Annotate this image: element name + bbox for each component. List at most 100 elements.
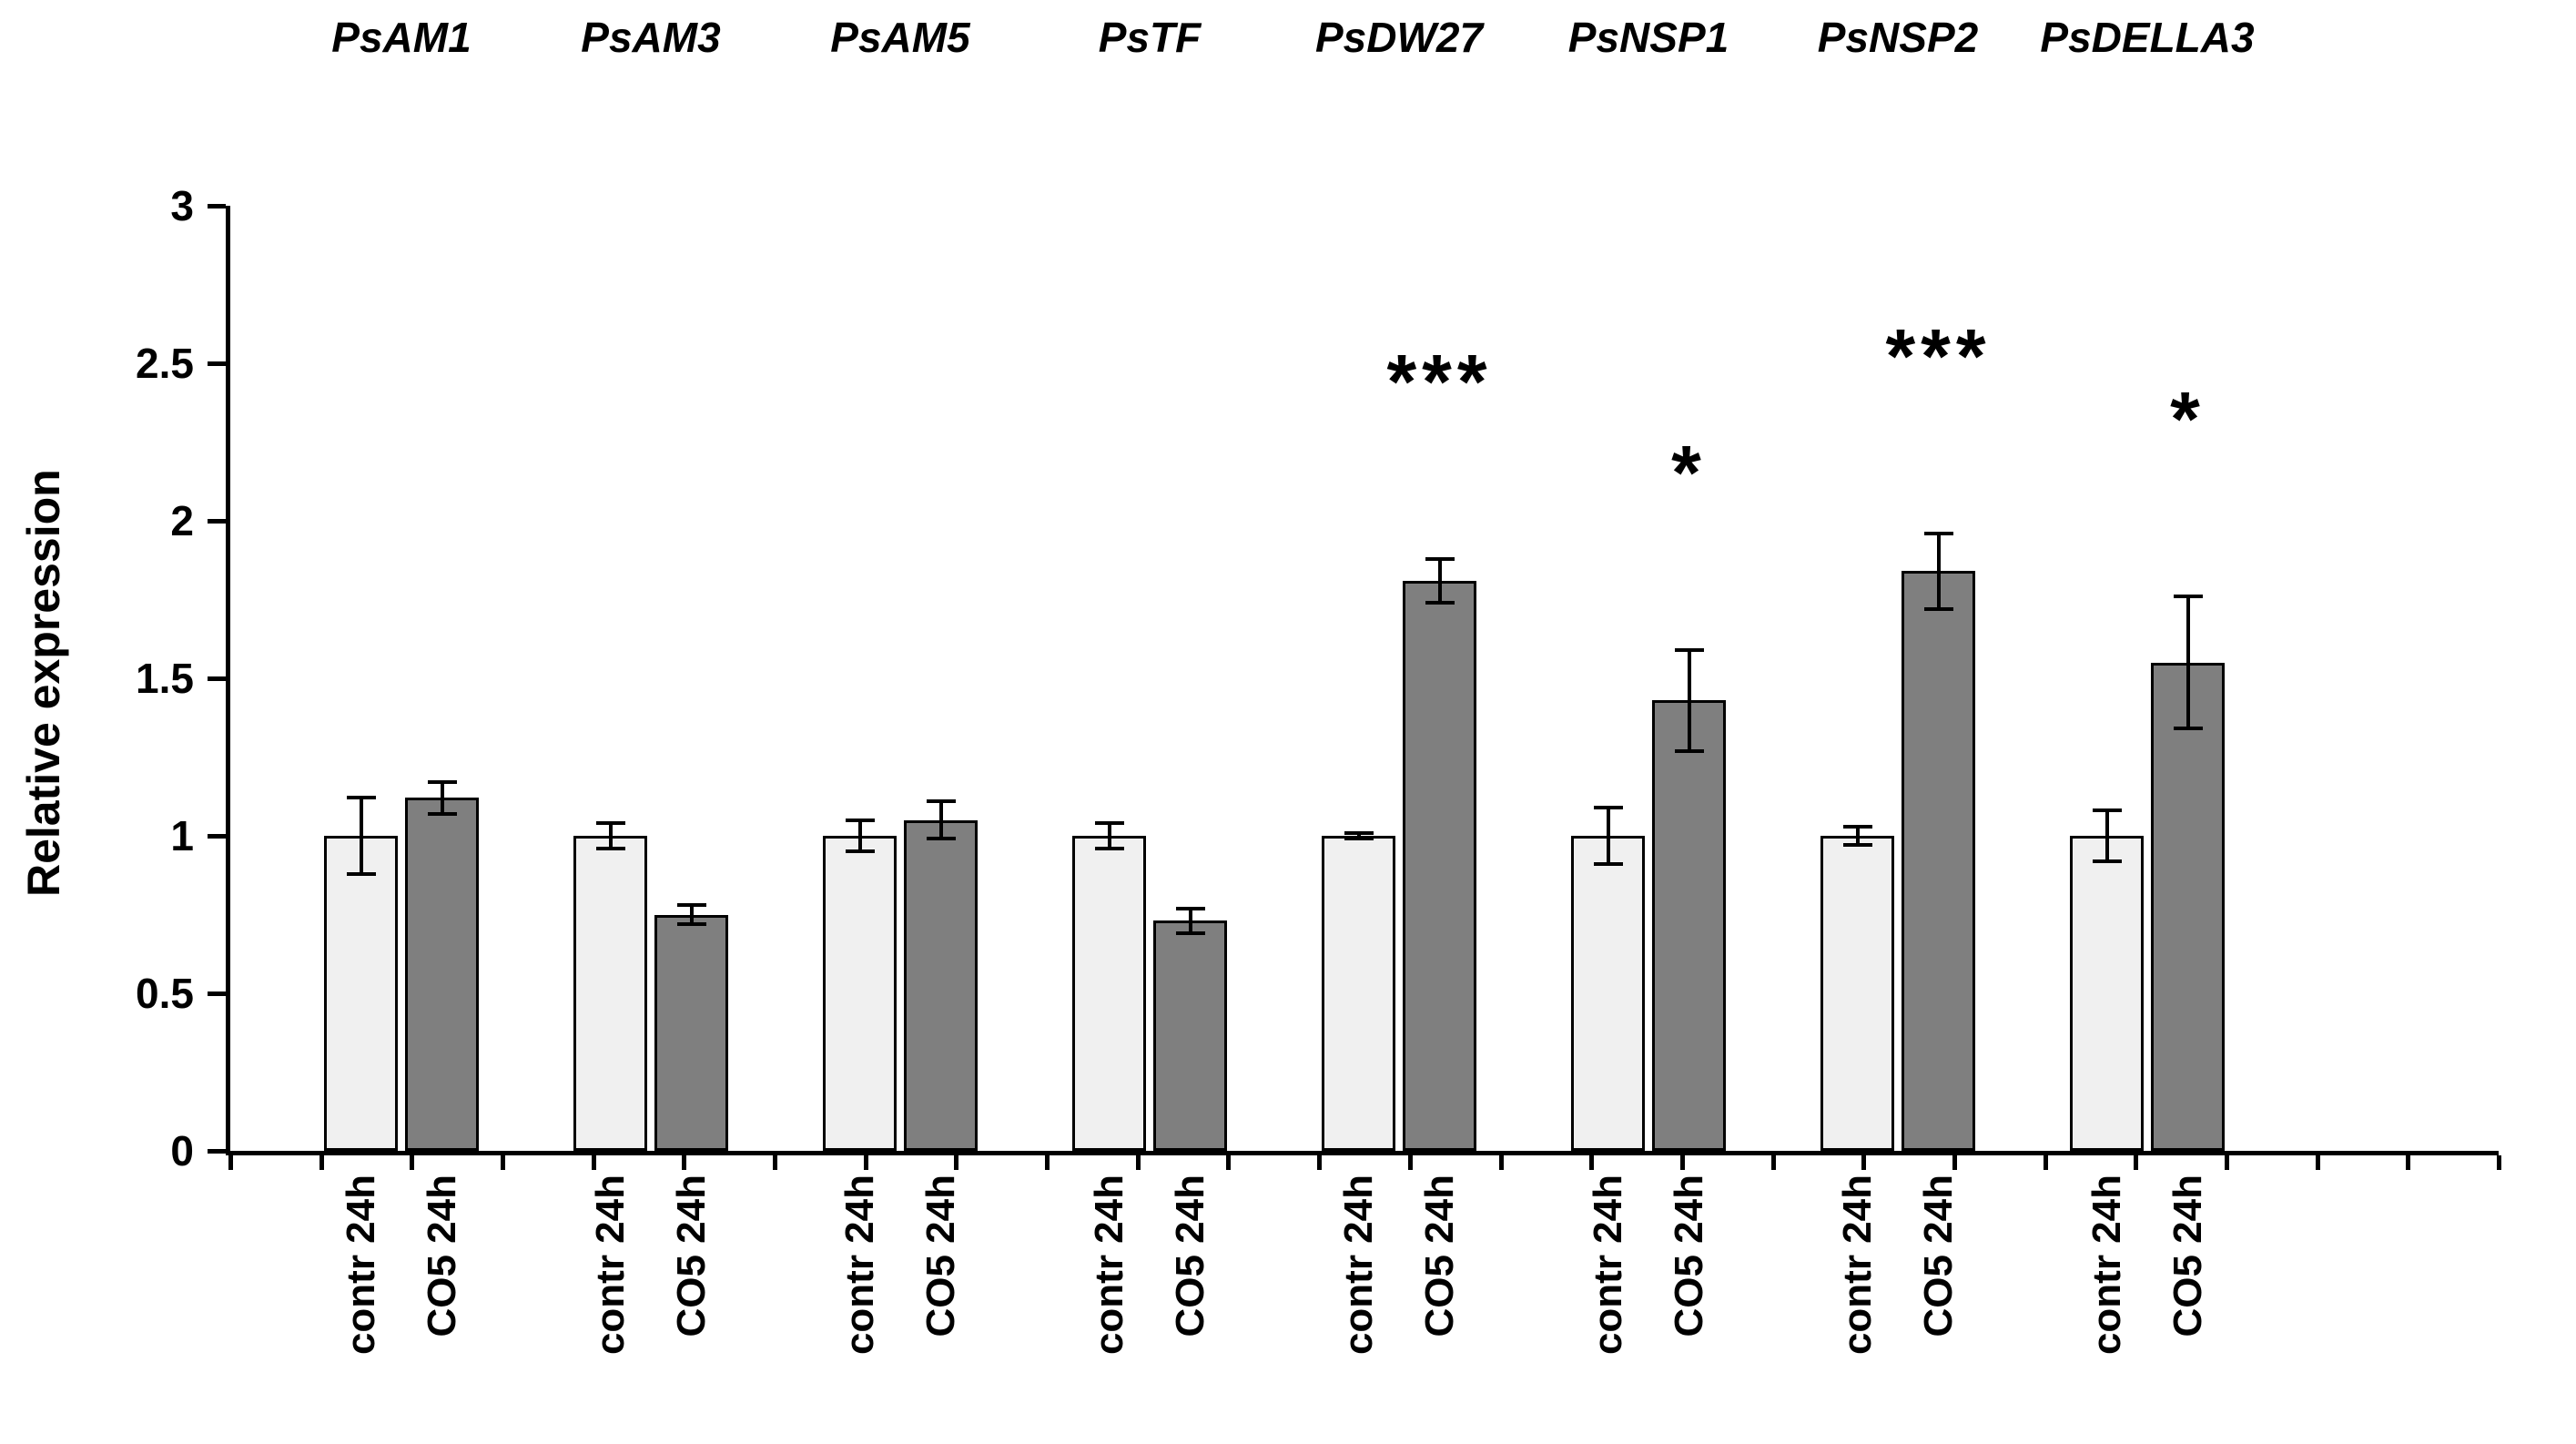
- co5-bar: [654, 914, 728, 1151]
- x-axis-tick: [773, 1155, 778, 1170]
- gene-name-label: PsAM5: [830, 14, 970, 61]
- contr-bar: [1322, 836, 1395, 1151]
- error-bar-line: [1107, 823, 1111, 849]
- error-bar-line: [1356, 832, 1361, 839]
- x-axis-tick: [410, 1155, 415, 1170]
- x-axis-tick: [501, 1155, 506, 1170]
- co5-bar: [2151, 662, 2225, 1151]
- x-category-label: CO5 24h: [918, 1175, 963, 1337]
- error-bar-cap-top: [1175, 906, 1205, 910]
- co5-bar: [1153, 920, 1227, 1151]
- x-axis-tick: [228, 1155, 233, 1170]
- error-bar-cap-top: [1923, 531, 1953, 535]
- x-category-label: contr 24h: [2084, 1175, 2129, 1356]
- error-bar-cap-top: [676, 903, 706, 908]
- x-axis-tick: [2406, 1155, 2411, 1170]
- error-bar-cap-top: [1425, 556, 1455, 561]
- x-category-label: CO5 24h: [668, 1175, 714, 1337]
- error-bar-cap-top: [926, 798, 956, 803]
- co5-bar: [904, 819, 978, 1151]
- error-bar-cap-bottom: [1094, 846, 1124, 850]
- contr-bar: [1571, 836, 1645, 1151]
- x-axis-tick: [2134, 1155, 2139, 1170]
- x-axis-tick: [1952, 1155, 1957, 1170]
- contr-bar: [1820, 836, 1894, 1151]
- y-axis-line: [226, 206, 230, 1155]
- error-bar-cap-bottom: [1923, 606, 1953, 611]
- error-bar-line: [1606, 807, 1610, 865]
- contr-bar: [573, 836, 647, 1151]
- x-axis-tick: [1589, 1155, 1595, 1170]
- gene-name-label: PsAM3: [581, 14, 721, 61]
- error-bar-cap-bottom: [676, 921, 706, 926]
- x-axis-tick: [1135, 1155, 1141, 1170]
- error-bar-cap-bottom: [2173, 727, 2203, 731]
- x-category-label: CO5 24h: [1167, 1175, 1212, 1337]
- x-axis-tick: [591, 1155, 596, 1170]
- y-axis-tick: [208, 834, 226, 839]
- x-axis-line: [226, 1151, 2499, 1155]
- error-bar-cap-bottom: [1175, 931, 1205, 936]
- error-bar-cap-top: [1674, 647, 1704, 652]
- x-axis-tick: [1679, 1155, 1685, 1170]
- x-axis-tick: [2043, 1155, 2048, 1170]
- error-bar-line: [1437, 558, 1442, 603]
- error-bar-cap-top: [1842, 824, 1872, 829]
- error-bar-cap-top: [427, 780, 457, 785]
- x-category-label: contr 24h: [1834, 1175, 1880, 1356]
- error-bar-cap-top: [346, 796, 376, 800]
- y-axis-tick-label: 2: [170, 497, 194, 544]
- error-bar-cap-bottom: [1344, 837, 1374, 841]
- contr-bar: [823, 836, 897, 1151]
- x-category-label: contr 24h: [1086, 1175, 1131, 1356]
- y-axis-tick: [208, 519, 226, 524]
- contr-bar: [324, 836, 398, 1151]
- x-axis-tick: [1498, 1155, 1504, 1170]
- error-bar-cap-bottom: [1425, 600, 1455, 605]
- error-bar-cap-top: [595, 821, 625, 826]
- significance-stars: ***: [1386, 338, 1493, 424]
- x-axis-tick: [1861, 1155, 1867, 1170]
- x-category-label: CO5 24h: [1915, 1175, 1961, 1337]
- y-axis-tick-label: 1: [170, 812, 194, 859]
- error-bar-cap-bottom: [595, 846, 625, 850]
- significance-stars: *: [2170, 376, 2206, 463]
- y-axis-tick-label: 1.5: [136, 655, 194, 702]
- x-axis-tick: [954, 1155, 959, 1170]
- error-bar-cap-bottom: [427, 811, 457, 816]
- x-axis-tick: [1045, 1155, 1050, 1170]
- error-bar-line: [2104, 810, 2109, 861]
- x-axis-tick: [682, 1155, 687, 1170]
- y-axis-tick: [208, 361, 226, 366]
- x-axis-tick: [863, 1155, 868, 1170]
- x-category-label: contr 24h: [587, 1175, 633, 1356]
- error-bar-line: [1936, 533, 1941, 609]
- y-axis-tick-label: 3: [170, 182, 194, 229]
- error-bar-line: [440, 782, 444, 814]
- gene-name-label: PsAM1: [331, 14, 472, 61]
- co5-bar: [1403, 580, 1476, 1151]
- contr-bar: [1072, 836, 1146, 1151]
- x-category-label: CO5 24h: [2165, 1175, 2210, 1337]
- contr-bar: [2070, 836, 2144, 1151]
- error-bar-cap-top: [845, 818, 875, 822]
- y-axis-tick: [208, 1149, 226, 1154]
- error-bar-cap-top: [1593, 805, 1623, 809]
- significance-stars: ***: [1885, 312, 1992, 399]
- error-bar-cap-bottom: [346, 871, 376, 876]
- x-axis-tick: [2224, 1155, 2229, 1170]
- y-axis-tick: [208, 204, 226, 208]
- error-bar-line: [689, 905, 694, 924]
- x-category-label: contr 24h: [1335, 1175, 1381, 1356]
- error-bar-cap-bottom: [926, 837, 956, 841]
- x-category-label: CO5 24h: [1666, 1175, 1711, 1337]
- error-bar-line: [1188, 908, 1192, 934]
- gene-name-label: PsTF: [1098, 14, 1202, 61]
- x-axis-tick: [1226, 1155, 1232, 1170]
- x-axis-tick: [2497, 1155, 2501, 1170]
- y-axis-tick-label: 0.5: [136, 970, 194, 1017]
- y-axis-tick-label: 2.5: [136, 340, 194, 387]
- x-axis-tick: [1317, 1155, 1323, 1170]
- error-bar-cap-bottom: [1593, 862, 1623, 867]
